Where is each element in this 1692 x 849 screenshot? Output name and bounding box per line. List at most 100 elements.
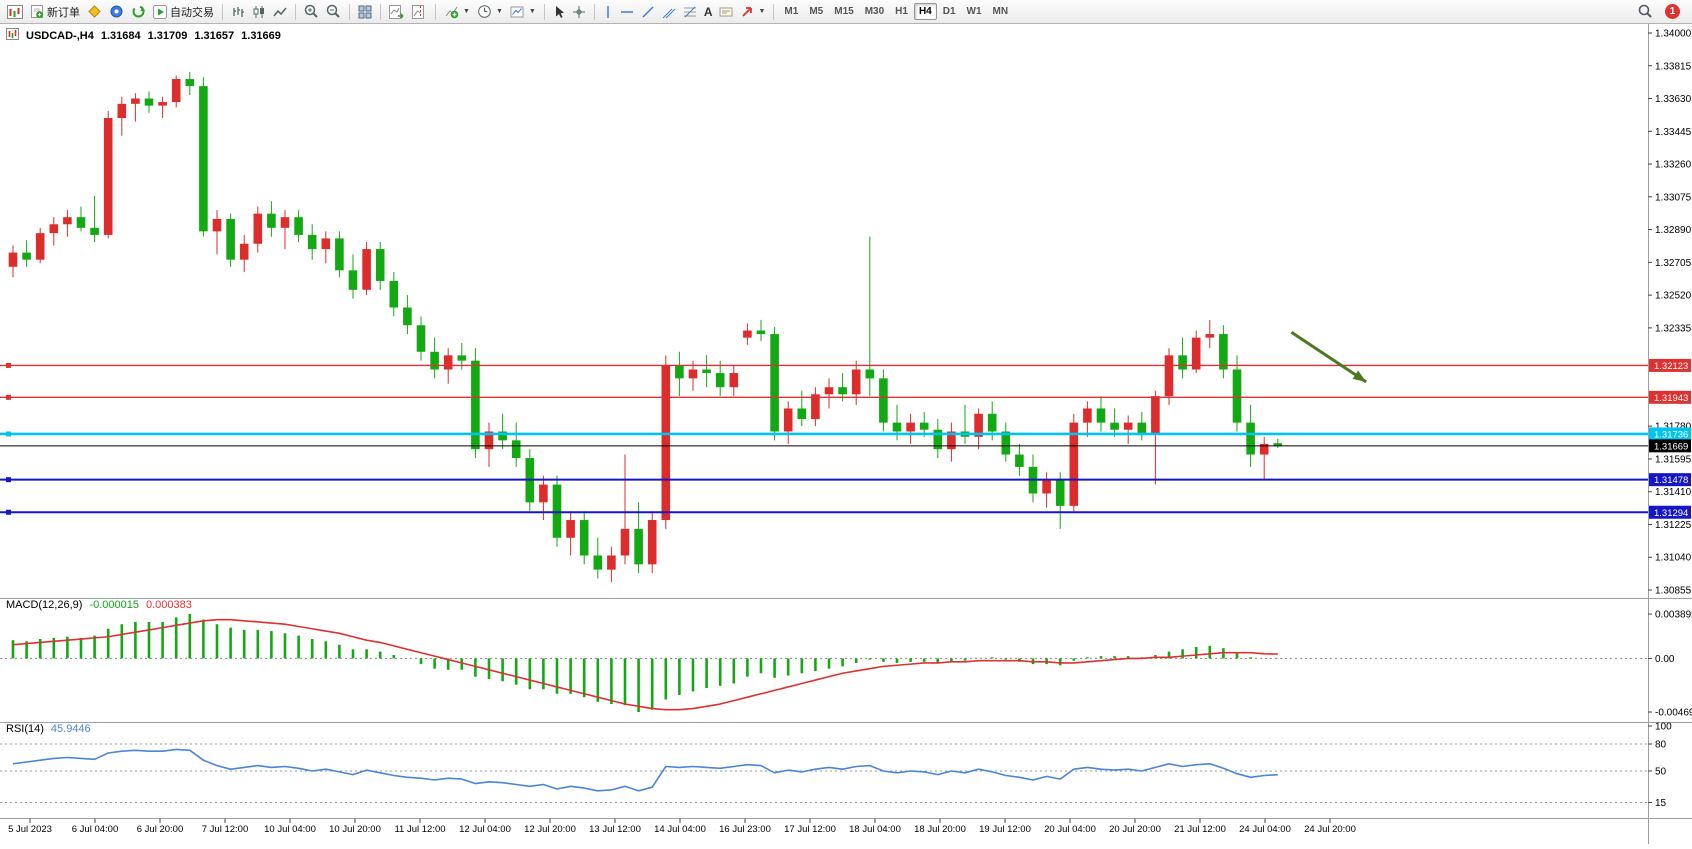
search-button[interactable] [1635,2,1656,22]
fibonacci-icon [683,5,697,19]
time-axis-label: 20 Jul 20:00 [1109,824,1161,835]
timeframe-mn[interactable]: MN [992,6,1009,17]
horizontal-line-button[interactable] [617,2,637,22]
timeframe-m1[interactable]: M1 [784,6,799,17]
text-button[interactable]: A [701,2,716,22]
timeframe-h1[interactable]: H1 [895,6,908,17]
line-chart-button[interactable] [270,2,290,22]
candlestick-icon [252,5,266,19]
vertical-line-button[interactable] [600,2,616,22]
price-axis-label: 1.34000 [1655,29,1692,40]
time-axis-label: 24 Jul 04:00 [1239,824,1291,835]
auto-scroll-button[interactable] [386,2,408,22]
refresh-button[interactable] [128,2,149,22]
metaeditor-icon [87,4,102,19]
level-handle[interactable] [6,394,11,400]
time-axis-label: 12 Jul 20:00 [524,824,576,835]
candlestick-chart-button[interactable] [249,2,269,22]
text-label-button[interactable] [716,2,736,22]
level-handle[interactable] [6,362,11,368]
ohlc-low: 1.31657 [194,29,235,42]
text-tool-icon: A [703,4,713,19]
toolbar: 新订单 自动交易 ▼ ▼ [0,0,1692,24]
periods-button[interactable]: ▼ [474,2,506,22]
level-handle[interactable] [6,477,11,483]
price-axis-label: 1.32520 [1655,291,1692,302]
macd-histogram [11,613,1280,713]
horizontal-line-icon [620,7,634,17]
price-axis-label: 1.32335 [1655,323,1692,334]
new-chart-button[interactable] [4,2,26,22]
zoom-in-button[interactable] [301,2,322,22]
indicators-button[interactable]: ▼ [441,2,473,22]
channel-button[interactable] [659,2,679,22]
chart-shift-button[interactable] [409,2,430,22]
price-level-badge-text: 1.31943 [1654,393,1688,404]
tile-windows-button[interactable] [355,2,375,22]
trendline-button[interactable] [638,2,658,22]
level-handle[interactable] [6,509,11,515]
bar-chart-icon [231,5,245,19]
timeframe-m5[interactable]: M5 [809,6,824,17]
zoom-out-button[interactable] [323,2,344,22]
price-level-badge [1649,439,1691,453]
new-order-button[interactable]: 新订单 [27,2,83,22]
macd-name: MACD(12,26,9) [6,599,83,611]
price-axis-label: 1.31040 [1655,553,1692,564]
fibonacci-button[interactable] [680,2,700,22]
toolbar-separator [593,3,595,20]
macd-main-value: -0.000015 [89,599,139,611]
price-axis-label: 1.33075 [1655,192,1692,203]
time-axis-label: 18 Jul 04:00 [849,824,901,835]
candlesticks [8,71,1283,583]
time-axis-label: 6 Jul 20:00 [137,824,183,835]
toolbar-separator [380,3,381,20]
zoom-in-icon [304,4,319,19]
timeframe-w1[interactable]: W1 [966,6,982,17]
arrows-button[interactable]: ▼ [737,2,768,22]
zoom-out-icon [326,4,341,19]
price-axis-label: 1.31780 [1655,422,1692,433]
timeframe-d1[interactable]: D1 [942,6,956,17]
timeframe-h4[interactable]: H4 [913,3,937,20]
ohlc-close: 1.31669 [241,29,281,42]
trendline-icon [641,5,655,19]
price-axis-label: 1.33630 [1655,94,1692,105]
price-axis-label: 1.31225 [1655,520,1692,531]
crosshair-icon [572,5,586,19]
trend-arrow[interactable] [1290,331,1368,384]
price-axis-label: 1.33815 [1655,61,1692,72]
chart-window: 1.34000 1.33815 1.33630 1.33445 1.33260 1.330… [0,24,1692,849]
notification-badge[interactable]: 1 [1665,4,1680,19]
bar-chart-button[interactable] [228,2,248,22]
level-handle[interactable] [6,431,11,437]
cursor-button[interactable] [550,2,568,22]
price-axis: 1.34000 1.33815 1.33630 1.33445 1.33260 1.330… [1648,29,1692,597]
arrow-tool-icon [740,5,754,19]
line-chart-icon [273,5,287,19]
time-axis-label: 5 Jul 2023 [8,824,52,835]
search-icon [1638,4,1653,19]
time-axis-label: 12 Jul 04:00 [459,824,511,835]
market-watch-button[interactable] [106,2,127,22]
price-level-badge-text: 1.31294 [1654,508,1688,519]
macd-signal-value: 0.000383 [145,599,192,611]
toolbar-separator [349,3,350,20]
chevron-down-icon: ▼ [758,8,766,15]
cursor-icon [553,5,565,19]
ohlc-high: 1.31709 [147,29,188,42]
price-axis-label: 1.30855 [1655,586,1692,597]
templates-button[interactable]: ▼ [507,2,539,22]
time-axis-label: 16 Jul 23:00 [719,824,771,835]
auto-trading-button[interactable]: 自动交易 [150,2,217,22]
time-axis-label: 17 Jul 12:00 [784,824,836,835]
timeframe-m15[interactable]: M15 [834,6,854,17]
refresh-icon [131,4,146,19]
crosshair-button[interactable] [569,2,589,22]
timeframe-m30[interactable]: M30 [864,6,885,17]
price-level-badge [1649,358,1691,372]
chart-canvas[interactable]: 1.34000 1.33815 1.33630 1.33445 1.33260 1.330… [0,24,1692,849]
price-axis-label: 1.31410 [1655,487,1692,498]
trend-arrow-head [1352,370,1367,382]
metaeditor-button[interactable] [84,2,105,22]
